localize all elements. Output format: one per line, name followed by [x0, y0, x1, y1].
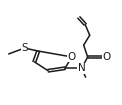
- Text: S: S: [21, 43, 28, 53]
- Text: N: N: [78, 63, 86, 73]
- Text: O: O: [103, 52, 111, 62]
- Text: O: O: [68, 52, 76, 62]
